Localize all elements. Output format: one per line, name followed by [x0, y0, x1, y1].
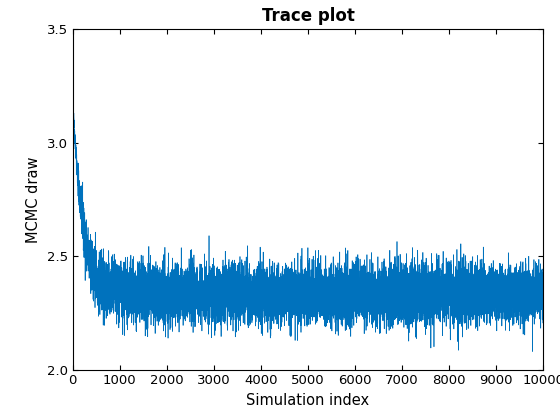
Y-axis label: MCMC draw: MCMC draw [26, 156, 41, 243]
X-axis label: Simulation index: Simulation index [246, 393, 370, 408]
Title: Trace plot: Trace plot [262, 7, 354, 25]
